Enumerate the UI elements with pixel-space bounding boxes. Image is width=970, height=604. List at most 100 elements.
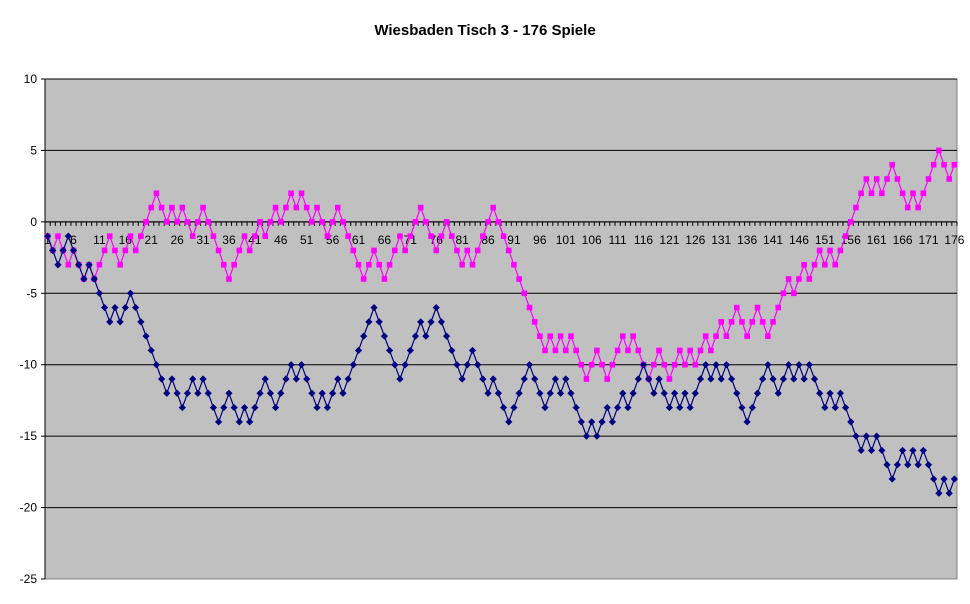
data-point [946, 176, 953, 182]
y-tick-label: 0 [30, 215, 37, 229]
x-tick-label: 151 [815, 233, 835, 247]
data-point [169, 204, 175, 211]
data-point [314, 204, 320, 211]
y-tick-label: -5 [26, 286, 37, 300]
data-point [246, 247, 253, 254]
data-point [635, 347, 642, 354]
data-point [795, 361, 803, 369]
data-point [666, 376, 673, 382]
data-point [733, 304, 740, 311]
data-point [759, 375, 767, 383]
data-point [691, 389, 699, 397]
data-point [334, 204, 341, 211]
data-point [495, 219, 502, 225]
data-point [402, 247, 408, 254]
data-point [924, 461, 933, 469]
data-point [308, 389, 316, 397]
x-tick-label: 41 [248, 233, 262, 247]
data-point [220, 403, 228, 412]
data-point [148, 204, 155, 211]
data-point [775, 304, 782, 311]
data-point [521, 290, 528, 297]
data-point [573, 347, 579, 354]
data-point [412, 219, 419, 225]
data-point [909, 446, 917, 455]
x-tick-label: 1 [44, 233, 51, 247]
data-point [464, 247, 471, 254]
data-point [423, 219, 429, 225]
data-point [945, 489, 953, 497]
data-point [323, 403, 332, 412]
data-point [80, 275, 88, 283]
data-point [827, 247, 833, 254]
x-tick-label: 31 [196, 233, 210, 247]
data-point [681, 389, 689, 397]
x-tick-label: 91 [507, 233, 521, 247]
data-point [826, 389, 834, 397]
data-point [765, 333, 771, 339]
x-tick-label: 131 [711, 233, 731, 247]
y-tick-label: -15 [20, 429, 38, 443]
data-point [816, 389, 824, 397]
data-point [624, 403, 632, 412]
data-point [682, 361, 688, 368]
data-point [941, 161, 947, 168]
data-point [194, 389, 202, 397]
data-point [112, 247, 118, 254]
x-tick-label: 36 [222, 233, 236, 247]
data-point [132, 247, 139, 254]
data-point [459, 261, 465, 268]
x-tick-label: 111 [608, 233, 627, 247]
x-tick-label: 11 [93, 233, 106, 247]
x-tick-label: 136 [737, 233, 757, 247]
data-point [349, 361, 357, 369]
data-point [779, 375, 788, 383]
data-point [411, 332, 420, 340]
data-point [458, 375, 466, 383]
data-point [873, 176, 880, 182]
data-point [702, 333, 709, 339]
data-point [748, 403, 756, 412]
data-point [796, 276, 802, 282]
data-point [598, 418, 606, 426]
data-point [593, 432, 601, 440]
x-tick-label: 61 [352, 233, 366, 247]
data-point [106, 233, 113, 239]
data-point [634, 375, 642, 383]
data-point [340, 219, 346, 225]
data-point [599, 361, 605, 368]
data-point [329, 219, 336, 225]
data-point [562, 375, 570, 383]
data-point [241, 233, 248, 239]
data-point [138, 233, 144, 239]
data-point [594, 347, 600, 354]
data-point [365, 318, 373, 326]
data-point [920, 190, 927, 197]
data-point [531, 375, 539, 383]
data-point [489, 375, 497, 383]
data-point [354, 346, 363, 355]
data-point [562, 347, 569, 354]
data-point [433, 247, 440, 254]
x-tick-label: 66 [378, 233, 392, 247]
data-point [272, 204, 279, 211]
data-point [811, 261, 818, 268]
data-point [303, 204, 310, 211]
data-point [355, 261, 362, 268]
data-point [143, 219, 149, 225]
data-point [556, 389, 565, 397]
data-point [853, 204, 859, 211]
data-point [847, 219, 854, 225]
data-point [810, 375, 819, 383]
data-point [153, 190, 160, 197]
data-point [448, 346, 456, 355]
data-point [293, 204, 300, 211]
data-point [894, 176, 901, 182]
data-point [215, 247, 222, 254]
data-point [930, 161, 937, 168]
data-point [432, 303, 440, 312]
x-tick-label: 166 [893, 233, 913, 247]
data-point [613, 403, 622, 412]
data-point [790, 375, 798, 383]
data-point [438, 233, 445, 239]
